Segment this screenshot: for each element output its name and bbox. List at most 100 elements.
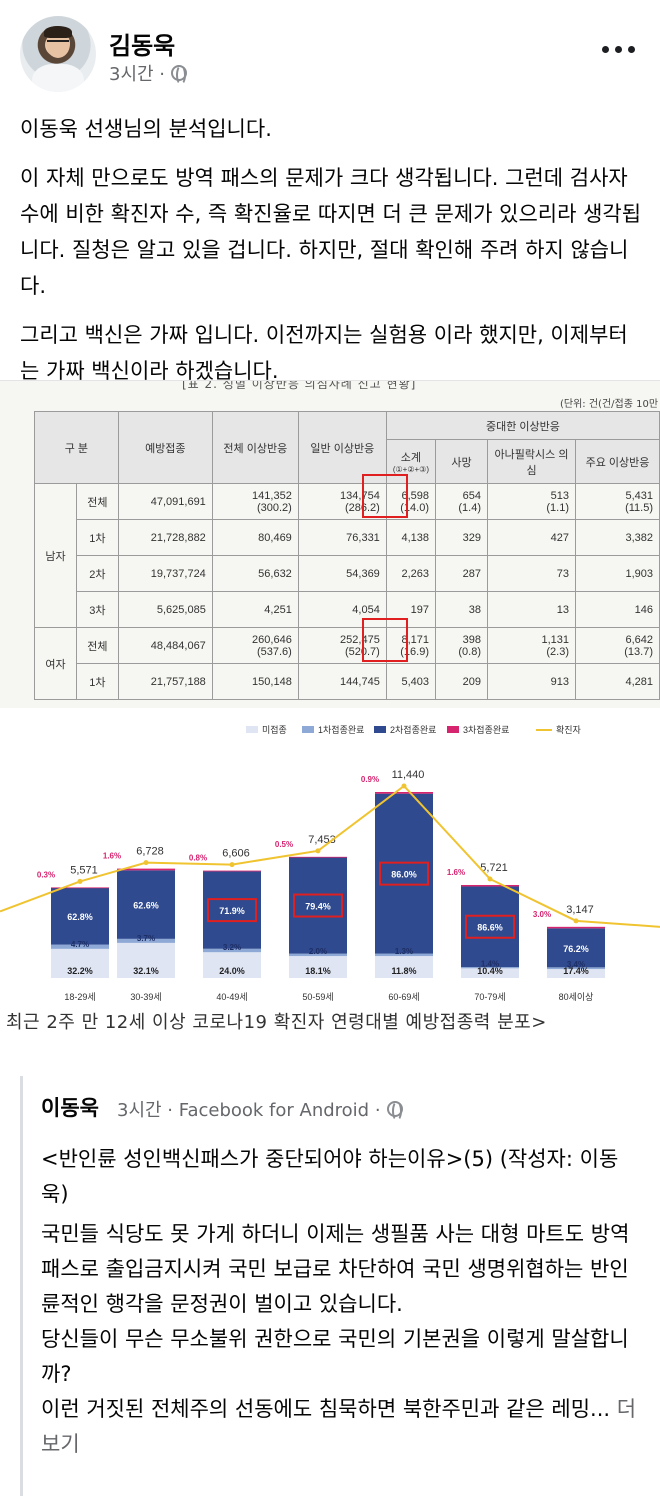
confirmed-point — [143, 860, 149, 866]
see-more-link[interactable]: 더 보기 — [41, 1397, 637, 1456]
bar-first-dose — [51, 944, 109, 949]
author-name[interactable]: 김동욱 — [109, 32, 176, 60]
data-label-second-dose: 62.8% — [67, 912, 93, 922]
table-cell-dose: 전체 — [75, 483, 119, 520]
table-cell: 21,728,882 — [117, 519, 213, 556]
bar-third-dose — [461, 884, 519, 887]
table-cell: 287 — [435, 555, 488, 592]
table-cell: 6,642 (13.7) — [575, 627, 660, 664]
legend-label: 1차접종완료 — [318, 724, 364, 735]
confirmed-point — [229, 862, 235, 868]
data-label-second-dose: 71.9% — [219, 906, 245, 916]
confirmed-point — [315, 848, 321, 854]
table-cell: 47,091,691 — [117, 483, 213, 520]
table-cell: 398 (0.8) — [435, 627, 488, 664]
table-cell: 5,403 — [385, 663, 437, 700]
adverse-reaction-table-image[interactable]: [표 2. 성별 이상반응 의심사례 신고 현황] (단위: 건(건/접종 10… — [0, 380, 660, 708]
data-label-unvaccinated: 24.0% — [219, 966, 245, 976]
table-cell: 141,352 (300.2) — [211, 483, 299, 520]
data-label-first-dose: 3.4% — [567, 960, 585, 969]
post-header: 김동욱 3시간 · — [0, 0, 660, 100]
confirmed-point — [401, 783, 407, 789]
table-cell: 5,431 (11.5) — [575, 483, 660, 520]
shared-post[interactable]: 이동욱 3시간 · Facebook for Android · <반인륜 성인… — [20, 1076, 640, 1496]
shared-author[interactable]: 이동욱 — [41, 1096, 99, 1120]
table-cell: 4,251 — [211, 591, 299, 628]
table-cell: 19,737,724 — [117, 555, 213, 592]
category-label: 50-59세 — [302, 992, 333, 1002]
table-cell: 134,754 (286.2) — [297, 483, 387, 520]
table-cell: 13 — [487, 591, 576, 628]
category-label: 70-79세 — [474, 992, 505, 1002]
data-label-first-dose: 1.4% — [481, 959, 499, 968]
table-cell-dose: 2차 — [75, 555, 119, 592]
category-label: 18-29세 — [64, 992, 95, 1002]
data-label-second-dose: 86.0% — [391, 870, 417, 880]
data-label-third-dose: 0.8% — [189, 854, 207, 863]
data-label-second-dose: 76.2% — [563, 944, 589, 954]
table-cell: 38 — [435, 591, 488, 628]
table-cell: 54,369 — [297, 555, 387, 592]
table-cell: 146 — [575, 591, 660, 628]
table-header: 사망 — [435, 439, 488, 484]
shared-text: <반인륜 성인백신패스가 중단되어야 하는이유>(5) (작성자: 이동욱) 국… — [41, 1142, 641, 1462]
table-cell-dose: 전체 — [75, 627, 119, 664]
table-cell: 329 — [435, 519, 488, 556]
post-paragraph: 그리고 백신은 가짜 입니다. 이전까지는 실험용 이라 했지만, 이제부터는 … — [20, 323, 628, 383]
data-label-first-dose: 3.2% — [223, 943, 241, 952]
table-header: 예방접종 — [117, 411, 213, 484]
avatar[interactable] — [20, 16, 96, 92]
table-cell: 4,281 — [575, 663, 660, 700]
table-cell: 21,757,188 — [117, 663, 213, 700]
more-options-icon[interactable] — [602, 40, 642, 58]
post-paragraph: 이동욱 선생님의 분석입니다. — [20, 117, 272, 141]
table-cell: 913 — [487, 663, 576, 700]
legend-swatch — [246, 726, 258, 733]
bar-unvaccinated — [375, 956, 433, 978]
vaccination-chart-image[interactable]: 미접종 1차접종완료 2차접종완료 3차접종완료 확진자 32.2% 4.7% 62.8% 18… — [0, 712, 660, 1042]
data-label-unvaccinated: 10.4% — [477, 966, 503, 976]
bar-first-dose — [375, 953, 433, 957]
bar-third-dose — [203, 870, 261, 872]
shared-paragraph-text: 이런 거짓된 전체주의 선동에도 침묵하면 북한주민과 같은 레밍... — [41, 1397, 611, 1421]
table-cell: 150,148 — [211, 663, 299, 700]
bar-unvaccinated — [51, 948, 109, 978]
data-label-unvaccinated: 18.1% — [305, 966, 331, 976]
table-cell: 48,484,067 — [117, 627, 213, 664]
table-cell: 4,138 — [385, 519, 437, 556]
table-cell: 5,625,085 — [117, 591, 213, 628]
category-label: 30-39세 — [130, 992, 161, 1002]
data-label-first-dose: 1.3% — [395, 947, 413, 956]
table-cell: 80,469 — [211, 519, 299, 556]
table-cell: 654 (1.4) — [435, 483, 488, 520]
data-label-confirmed: 5,571 — [70, 864, 98, 876]
bar-second-dose — [203, 871, 261, 949]
post-text: 이동욱 선생님의 분석입니다. 이 자체 만으로도 방역 패스의 문제가 크다 … — [20, 111, 645, 402]
highlight-box — [379, 861, 429, 886]
table-row: 1차 21,728,882 80,469 76,331 4,138 329 427 3,382 — [35, 519, 660, 556]
bar-third-dose — [51, 887, 109, 889]
post-meta: 3시간 · — [109, 60, 188, 86]
shared-paragraph: 이런 거짓된 전체주의 선동에도 침묵하면 북한주민과 같은 레밍... 더 보… — [41, 1392, 641, 1462]
table-header: 소계 (①+②+③) — [385, 439, 437, 484]
table-cell-dose: 3차 — [75, 591, 119, 628]
adverse-reaction-table: 구 분 예방접종 전체 이상반응 일반 이상반응 중대한 이상반응 소계 (①+②… — [34, 411, 660, 700]
data-label-third-dose: 3.0% — [533, 910, 551, 919]
data-label-unvaccinated: 17.4% — [563, 966, 589, 976]
highlight-box — [362, 474, 408, 518]
table-header: 주요 이상반응 — [575, 439, 660, 484]
post-time[interactable]: 3시간 · — [109, 64, 166, 85]
table-cell-dose: 1차 — [75, 519, 119, 556]
bar-unvaccinated — [547, 969, 605, 978]
table-cell: 2,263 — [385, 555, 437, 592]
data-label-third-dose: 1.6% — [447, 868, 465, 877]
highlight-box — [207, 898, 257, 923]
data-label-first-dose: 3.7% — [137, 934, 155, 943]
confirmed-point — [487, 876, 493, 882]
legend-label: 미접종 — [262, 724, 287, 735]
category-label: 60-69세 — [388, 992, 419, 1002]
legend-label: 3차접종완료 — [463, 724, 509, 735]
table-cell: 209 — [435, 663, 488, 700]
data-label-confirmed: 3,147 — [566, 904, 594, 916]
table-cell: 73 — [487, 555, 576, 592]
